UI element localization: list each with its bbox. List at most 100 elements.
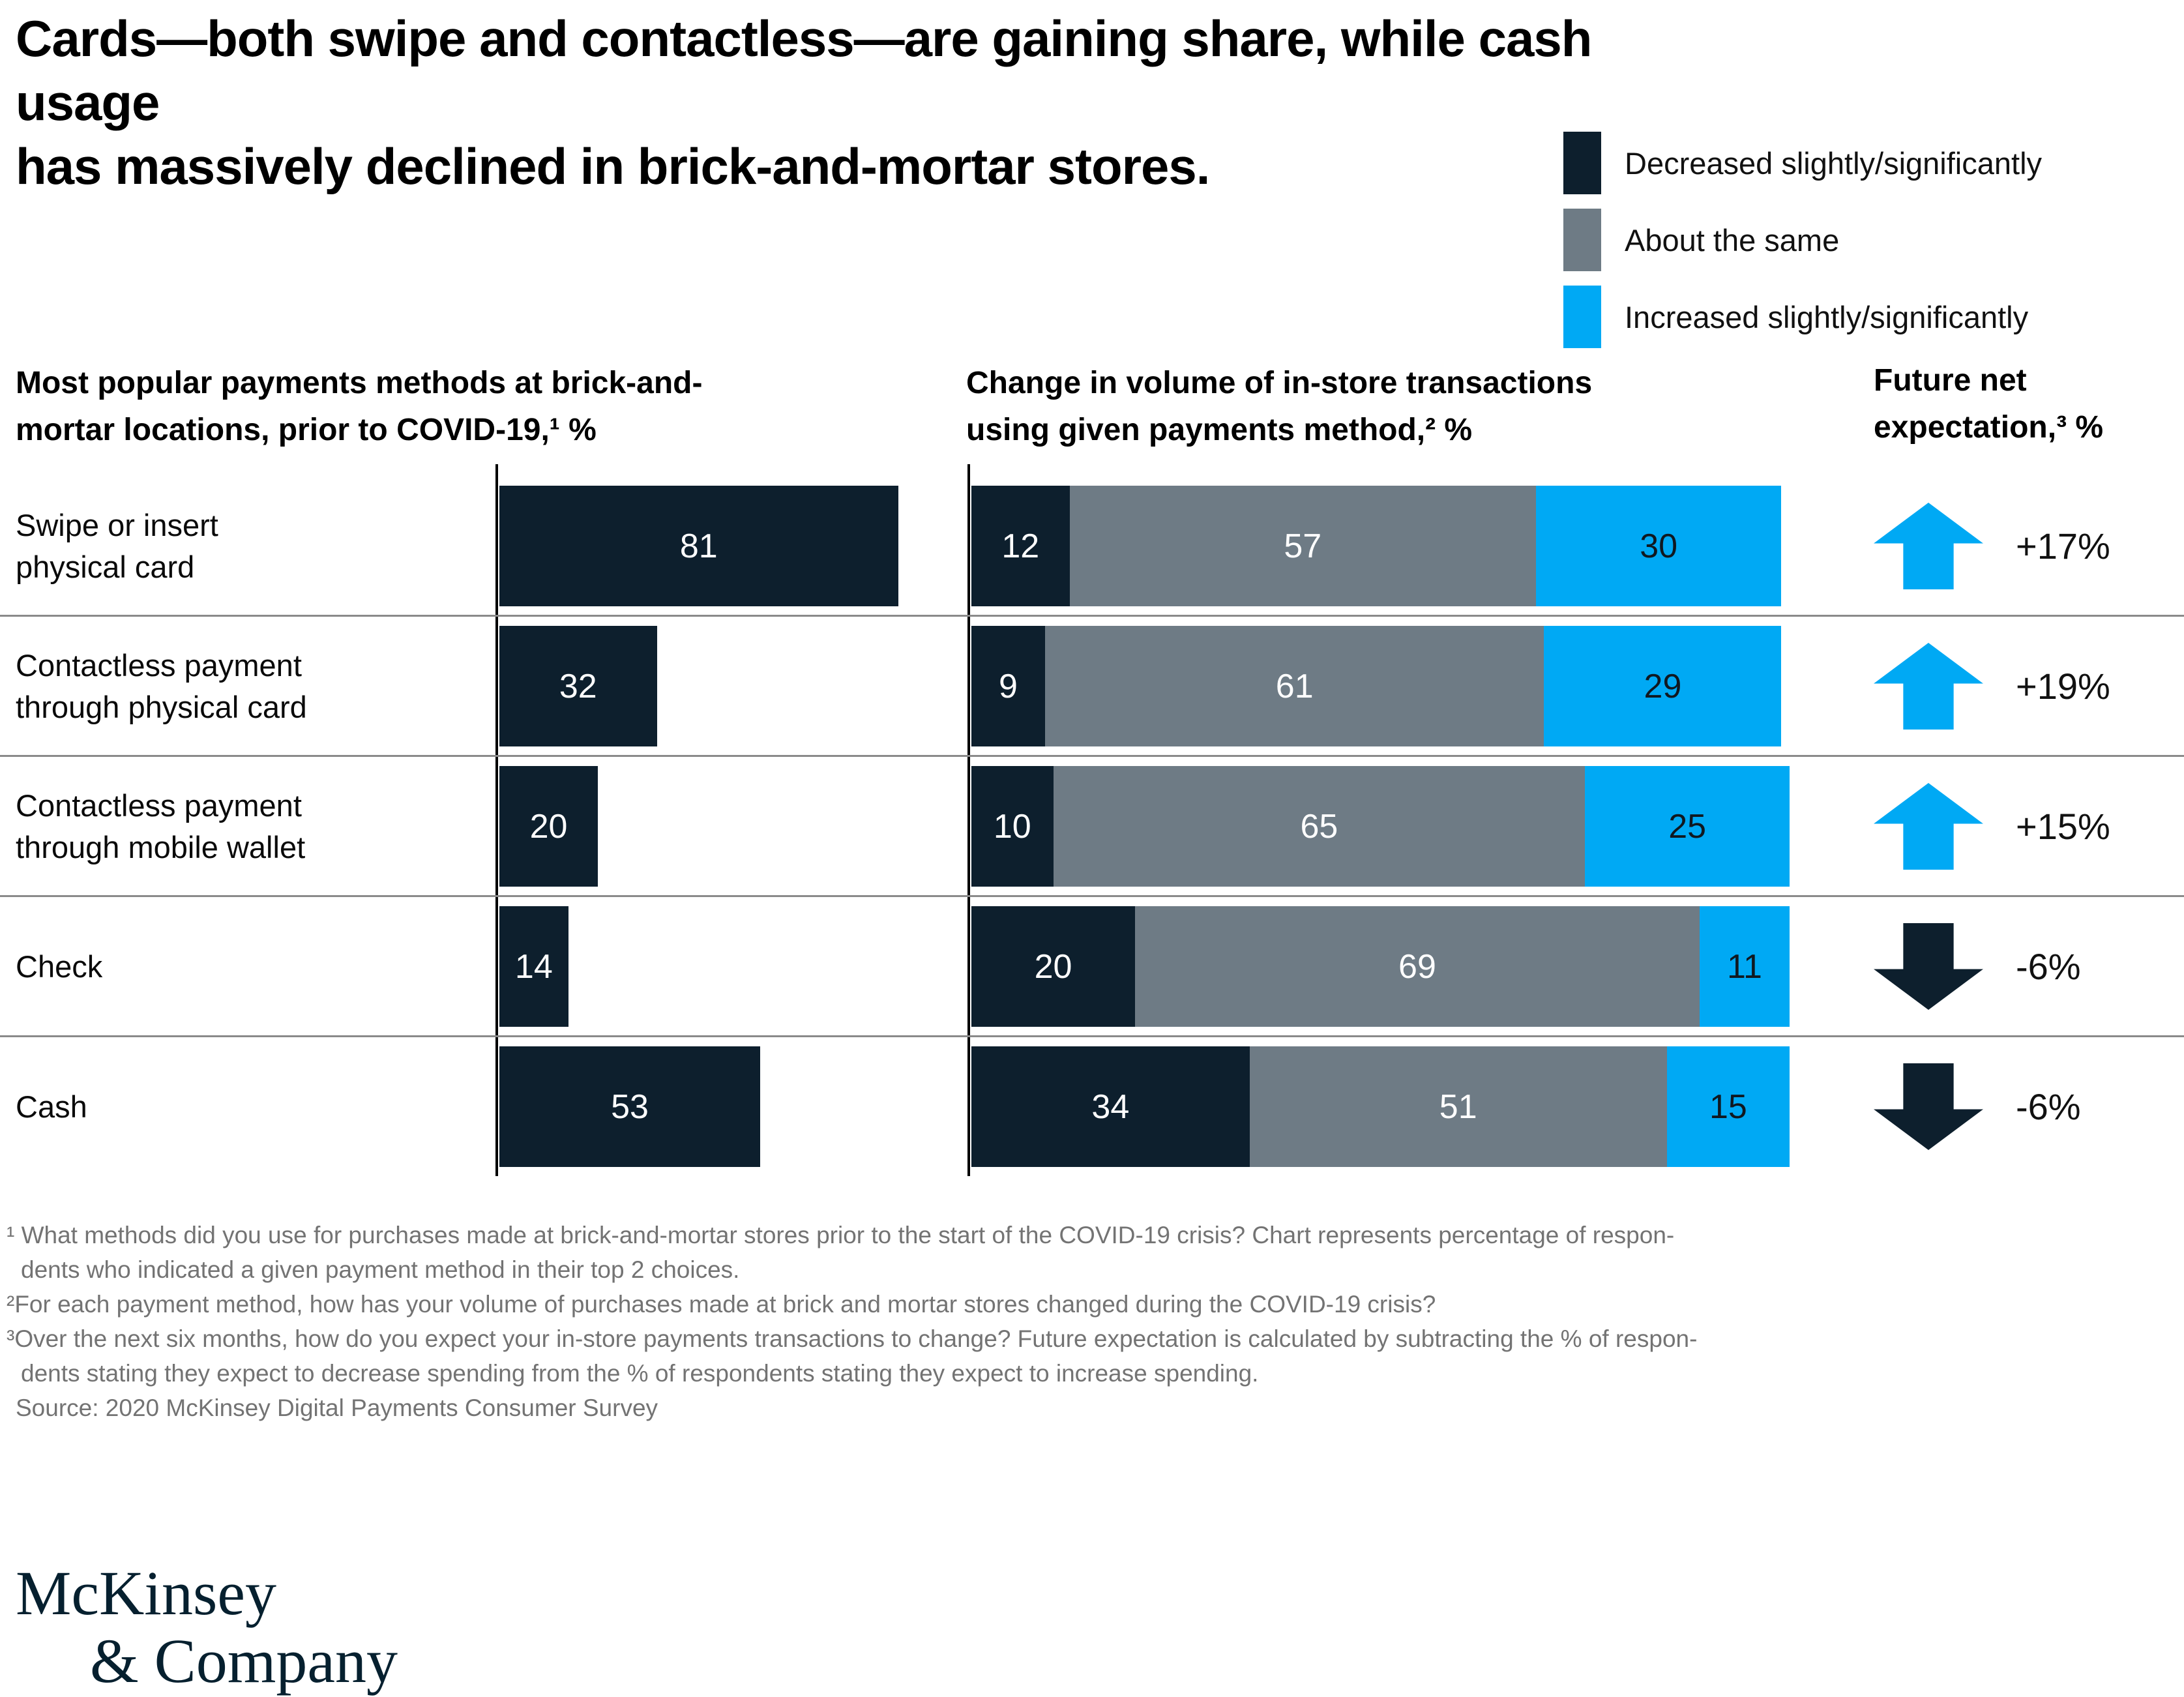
popularity-bar: 32 [499,626,657,746]
legend-label: About the same [1625,222,1840,258]
popularity-bar: 14 [499,906,568,1027]
popularity-value: 53 [611,1087,649,1126]
footnote-1: ¹ What methods did you use for purchases… [7,1222,1675,1248]
future-expectation-value: +15% [2016,806,2110,847]
legend-label: Increased slightly/significantly [1625,299,2029,334]
popularity-bar: 53 [499,1046,761,1167]
title-line-1: Cards—both swipe and contactless—are gai… [16,10,1592,131]
footnote-3-continued: dents stating they expect to decrease sp… [21,1360,1259,1387]
payment-method-label: Check [16,896,479,1037]
change-y-axis-line [967,464,970,1176]
popularity-y-axis-line [495,464,498,1176]
source-line: Source: 2020 McKinsey Digital Payments C… [16,1394,658,1421]
row-separator [0,1035,2184,1037]
logo-line-1: McKinsey [16,1558,276,1628]
payment-method-label: Swipe or insert physical card [16,476,479,616]
popularity-column-header: Most popular payments methods at brick-a… [16,360,941,454]
segment-increased: 29 [1544,626,1782,746]
segment-value: 10 [993,807,1031,846]
change-stacked-bar: 12 57 30 [971,486,1782,606]
label-line: through physical card [16,689,307,724]
logo-line-2: & Company [90,1626,398,1696]
segment-same: 57 [1069,486,1536,606]
segment-decreased: 12 [971,486,1070,606]
segment-value: 12 [1001,527,1040,565]
chart-row-mobile-wallet: Contactless payment through mobile walle… [0,756,2184,896]
segment-increased: 11 [1699,906,1790,1027]
label-line: Check [16,949,103,984]
segment-increased: 25 [1585,766,1790,887]
legend-item-same: About the same [1563,209,2042,271]
popularity-value: 20 [529,807,568,846]
future-expectation-value: -6% [2016,1086,2081,1127]
same-swatch-icon [1563,209,1601,271]
row-separator [0,615,2184,617]
footnotes: ¹ What methods did you use for purchases… [7,1218,2177,1425]
header-line: using given payments method,² % [966,413,1473,447]
chart-row-cash: Cash 53 34 51 15 -6% [0,1037,2184,1177]
future-expectation-value: -6% [2016,946,2081,987]
up-arrow-icon [1874,503,1983,589]
label-line: Cash [16,1089,87,1124]
label-line: Swipe or insert [16,507,218,542]
header-line: mortar locations, prior to COVID-19,¹ % [16,413,597,447]
increased-swatch-icon [1563,286,1601,348]
change-column-header: Change in volume of in-store transaction… [966,360,1840,454]
label-line: physical card [16,549,195,584]
segment-increased: 15 [1666,1046,1790,1167]
segment-value: 29 [1644,667,1682,705]
change-stacked-bar: 9 61 29 [971,626,1782,746]
header-line: expectation,³ % [1874,410,2104,445]
legend-item-decreased: Decreased slightly/significantly [1563,132,2042,194]
segment-decreased: 9 [971,626,1045,746]
mckinsey-logo: McKinsey & Company [16,1559,398,1695]
down-arrow-icon [1874,923,1983,1010]
segment-decreased: 34 [971,1046,1250,1167]
up-arrow-icon [1874,783,1983,870]
label-line: Contactless payment [16,647,302,683]
footnote-1-continued: dents who indicated a given payment meth… [21,1256,740,1283]
segment-value: 15 [1709,1087,1747,1126]
segment-increased: 30 [1535,486,1782,606]
popularity-bar: 81 [499,486,898,606]
popularity-bar: 20 [499,766,598,887]
row-separator [0,755,2184,757]
row-separator [0,895,2184,897]
up-arrow-icon [1874,643,1983,730]
segment-value: 34 [1091,1087,1130,1126]
segment-value: 11 [1726,947,1762,986]
segment-value: 65 [1300,807,1338,846]
change-stacked-bar: 10 65 25 [971,766,1790,887]
title-line-2: has massively declined in brick-and-mort… [16,138,1210,195]
change-stacked-bar: 20 69 11 [971,906,1790,1027]
header-line: Most popular payments methods at brick-a… [16,366,703,400]
change-stacked-bar: 34 51 15 [971,1046,1790,1167]
down-arrow-icon [1874,1063,1983,1150]
segment-same: 61 [1044,626,1544,746]
label-line: Contactless payment [16,788,302,823]
chart-row-swipe-card: Swipe or insert physical card 81 12 57 3… [0,476,2184,616]
segment-value: 9 [999,667,1018,705]
future-expectation-value: +17% [2016,525,2110,567]
segment-same: 51 [1249,1046,1667,1167]
footnote-3: ³Over the next six months, how do you ex… [7,1325,1698,1352]
segment-same: 65 [1053,766,1586,887]
chart-row-check: Check 14 20 69 11 -6% [0,896,2184,1037]
legend-label: Decreased slightly/significantly [1625,145,2043,181]
segment-value: 69 [1398,947,1436,986]
popularity-value: 81 [679,527,718,565]
label-line: through mobile wallet [16,829,306,864]
segment-decreased: 10 [971,766,1054,887]
footnote-2: ²For each payment method, how has your v… [7,1291,1436,1318]
segment-value: 51 [1439,1087,1477,1126]
legend-item-increased: Increased slightly/significantly [1563,286,2042,348]
header-line: Change in volume of in-store transaction… [966,366,1593,400]
segment-value: 25 [1668,807,1707,846]
segment-value: 20 [1034,947,1072,986]
popularity-value: 14 [514,947,553,986]
segment-value: 30 [1640,527,1678,565]
payment-method-label: Contactless payment through mobile walle… [16,756,479,896]
page-title: Cards—both swipe and contactless—are gai… [16,7,1613,198]
chart-row-contactless-card: Contactless payment through physical car… [0,616,2184,756]
